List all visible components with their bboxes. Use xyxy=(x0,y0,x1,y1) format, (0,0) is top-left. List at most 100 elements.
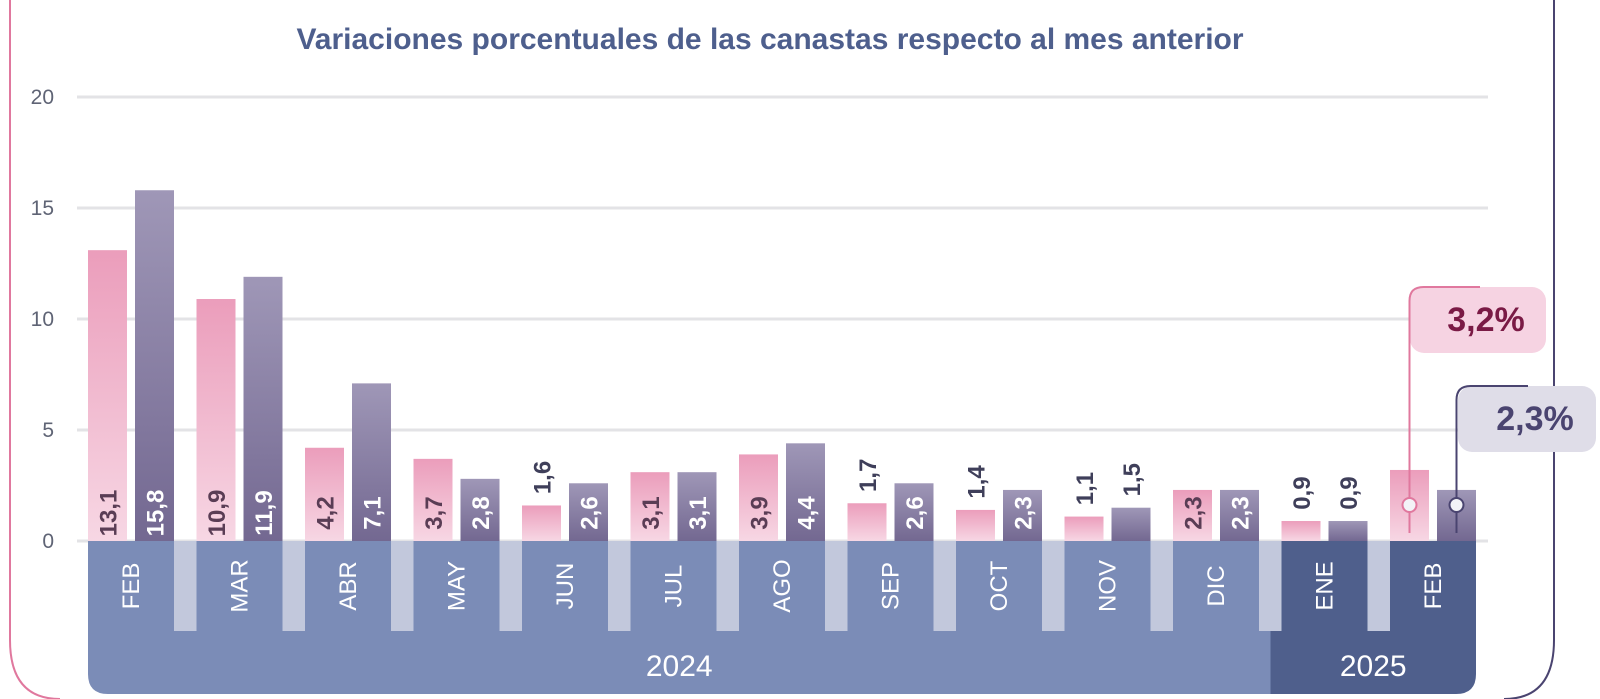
bar-series-1 xyxy=(1281,521,1321,541)
month-cell xyxy=(305,541,391,631)
callout-marker xyxy=(1401,497,1418,513)
x-tick-label: AGO xyxy=(769,559,796,612)
bar-series-1 xyxy=(88,250,127,541)
data-label: 11,9 xyxy=(251,490,278,535)
x-tick-label: FEB xyxy=(118,563,145,610)
data-label: 3,7 xyxy=(421,496,448,529)
month-cell xyxy=(1281,541,1368,631)
month-cell xyxy=(1173,541,1259,631)
bar-series-1 xyxy=(1064,516,1104,541)
data-label: 1,5 xyxy=(1119,463,1146,496)
month-cell xyxy=(1390,541,1476,631)
callout-marker xyxy=(1448,497,1465,513)
x-tick-label: JUN xyxy=(552,563,579,610)
data-label: 0,9 xyxy=(1336,476,1363,509)
chart-title: Variaciones porcentuales de las canastas… xyxy=(296,23,1243,56)
x-tick-label: FEB xyxy=(1420,563,1447,610)
month-cell xyxy=(196,541,283,631)
bar-series-1 xyxy=(739,454,778,541)
data-label: 13,1 xyxy=(96,490,123,537)
bar-series-2 xyxy=(569,483,608,541)
data-label: 1,1 xyxy=(1072,472,1099,505)
bar-series-2 xyxy=(352,383,391,541)
x-tick-label: ABR xyxy=(335,561,362,610)
month-cell xyxy=(847,541,934,631)
bar-series-1 xyxy=(305,447,344,541)
bars xyxy=(88,190,1476,542)
month-cell xyxy=(1064,541,1151,631)
y-axis-ticks: 0 5 10 15 20 xyxy=(31,86,54,553)
bar-series-2 xyxy=(1003,489,1042,541)
bar-series-2 xyxy=(1220,489,1259,541)
year-label-2025: 2025 xyxy=(1340,650,1407,683)
year-label-2024: 2024 xyxy=(646,650,713,683)
month-cell xyxy=(88,541,174,631)
data-label: 2,6 xyxy=(577,496,604,529)
callout-box xyxy=(1458,386,1596,452)
callouts: 3,2% 2,3% xyxy=(1401,286,1596,533)
month-cell xyxy=(739,541,825,631)
y-tick-label: 15 xyxy=(31,197,54,220)
data-label: 2,3 xyxy=(1228,496,1255,529)
bar-series-1 xyxy=(956,509,995,541)
y-tick-label: 0 xyxy=(42,530,54,553)
data-label: 2,8 xyxy=(468,496,495,529)
month-cell xyxy=(413,541,500,631)
year-band-2024 xyxy=(88,631,1271,694)
callout-label: 2,3% xyxy=(1496,400,1574,438)
x-tick-label: SEP xyxy=(878,562,905,610)
grid-lines xyxy=(77,95,1488,543)
y-tick-label: 20 xyxy=(31,86,54,109)
month-cell xyxy=(630,541,717,631)
bar-series-1 xyxy=(413,458,453,541)
x-tick-label: JUL xyxy=(661,565,688,608)
callout-label: 3,2% xyxy=(1447,301,1525,339)
y-tick-label: 10 xyxy=(31,308,54,331)
month-cell xyxy=(956,541,1042,631)
data-label: 3,1 xyxy=(685,496,712,529)
data-label: 15,8 xyxy=(143,490,170,537)
bar-series-2 xyxy=(894,483,934,541)
month-cell xyxy=(522,541,608,631)
bar-series-2 xyxy=(786,443,825,541)
data-label: 1,6 xyxy=(530,461,557,494)
month-band: FEB MAR ABR MAY JUN JUL AGO SEP OCT NOV DIC ENE FEB 2… xyxy=(88,541,1476,694)
x-tick-label: DIC xyxy=(1203,565,1230,606)
bar-series-1 xyxy=(1173,489,1212,541)
x-tick-label: MAY xyxy=(444,561,471,611)
bar-series-2 xyxy=(460,478,500,541)
year-band-2025 xyxy=(1270,631,1476,694)
data-label: 1,4 xyxy=(964,465,991,499)
frame-left-border xyxy=(9,0,61,699)
data-label: 4,4 xyxy=(794,496,821,530)
data-label: 3,1 xyxy=(638,496,665,529)
bar-series-2 xyxy=(1111,507,1151,541)
y-tick-label: 5 xyxy=(42,419,54,442)
data-label: 4,2 xyxy=(313,496,340,529)
data-label: 1,7 xyxy=(855,459,882,492)
data-label: 2,3 xyxy=(1011,496,1038,529)
callout-leader-line xyxy=(1408,286,1480,533)
bar-series-1 xyxy=(847,503,887,541)
bar-series-1 xyxy=(522,505,561,541)
x-tick-label: OCT xyxy=(986,560,1013,611)
bar-series-2 xyxy=(677,472,717,541)
data-labels: 13,1 10,9 4,2 3,7 1,6 3,1 3,9 1,7 1,4 1,1 2,3 0,9 15… xyxy=(96,459,1364,537)
bar-series-2 xyxy=(135,190,174,542)
callout-box xyxy=(1410,287,1546,353)
callout-leader-line xyxy=(1455,385,1528,533)
data-label: 10,9 xyxy=(204,490,231,537)
data-label: 2,6 xyxy=(902,496,929,529)
bar-series-2 xyxy=(243,276,283,541)
data-label: 7,1 xyxy=(360,496,387,529)
x-tick-label: ENE xyxy=(1312,561,1339,610)
frame-right-border xyxy=(1503,0,1555,699)
x-tick-label: MAR xyxy=(227,559,254,612)
x-tick-label: NOV xyxy=(1095,560,1122,612)
bar-series-1 xyxy=(630,472,670,541)
data-label: 2,3 xyxy=(1181,496,1208,529)
bar-series-2 xyxy=(1328,521,1368,541)
data-label: 3,9 xyxy=(747,496,774,529)
data-label: 0,9 xyxy=(1289,476,1316,509)
